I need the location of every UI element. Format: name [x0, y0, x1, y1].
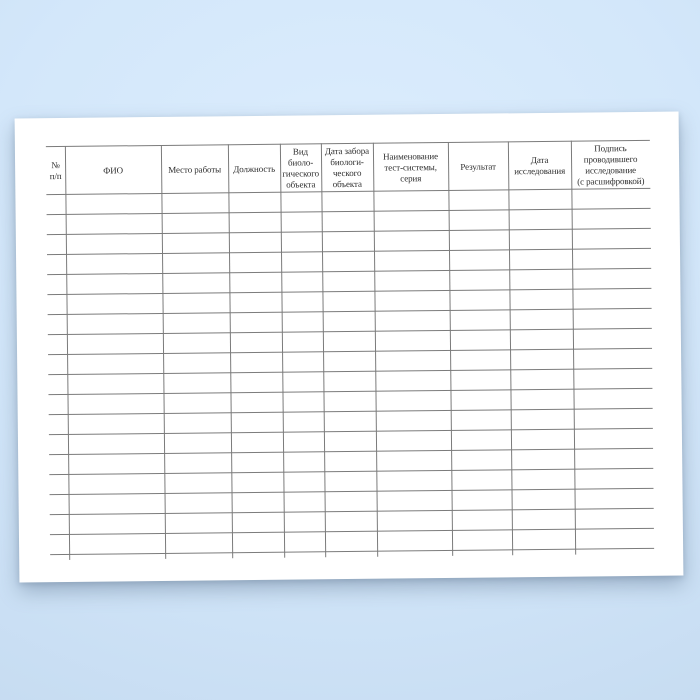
column-header-test-system: Наименование тест-системы, серия: [383, 150, 438, 183]
column-header-bio-object-type: Вид биоло- гического объекта: [282, 146, 320, 190]
journal-table: № п/п ФИО Место работы Должность Вид биоло- …: [45, 139, 655, 560]
column-header-result: Результат: [460, 160, 496, 172]
column-header-full-name: ФИО: [103, 164, 124, 176]
column-header-research-date: Дата исследования: [514, 154, 566, 177]
paper-sheet: № п/п ФИО Место работы Должность Вид биоло- …: [14, 111, 684, 583]
column-header-workplace: Место работы: [168, 163, 222, 175]
column-header-position: Должность: [233, 163, 276, 174]
column-header-signature: Подпись проводившего исследование (с рас…: [577, 143, 645, 187]
column-header-row-number: № п/п: [49, 160, 62, 182]
column-header-sampling-date: Дата забора биологи- ческого объекта: [324, 145, 370, 190]
table-header-row: № п/п ФИО Место работы Должность Вид биоло- …: [45, 139, 651, 196]
